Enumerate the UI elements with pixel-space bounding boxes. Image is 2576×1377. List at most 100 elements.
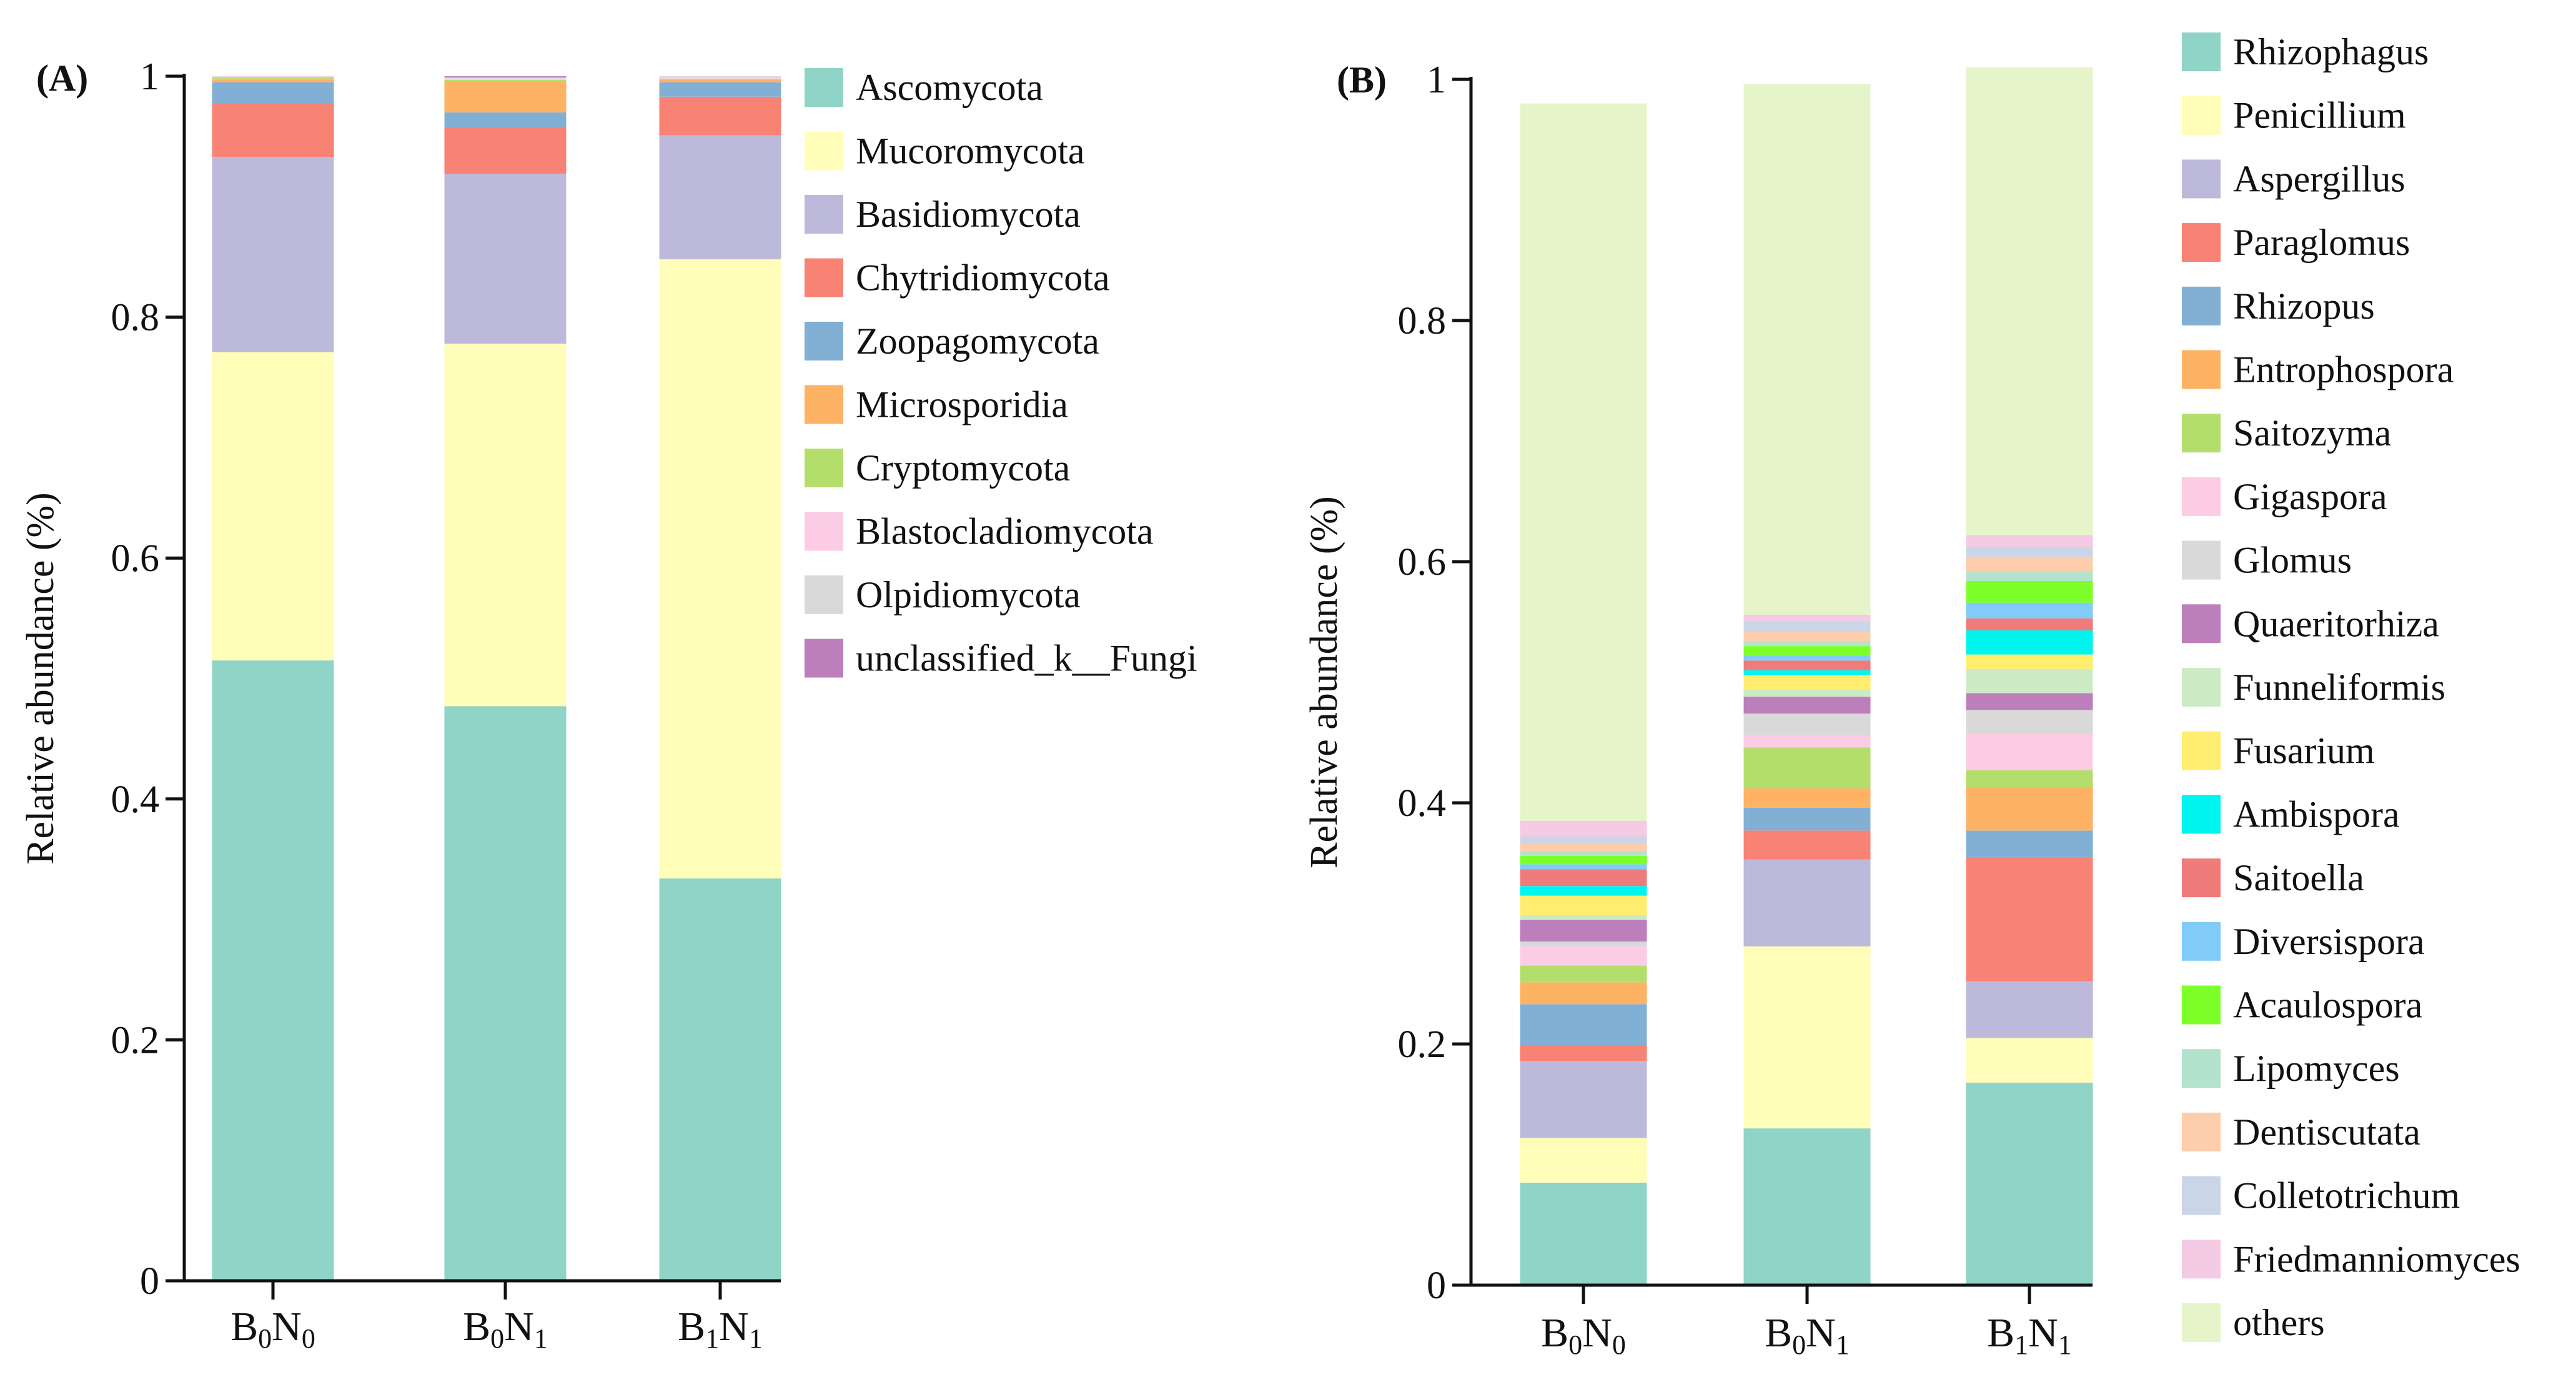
legend-label: Quaeritorhiza [2233,603,2439,644]
bar-segment [1966,830,2093,857]
legend-label: Glomus [2233,540,2352,581]
legend-label: Funneliformis [2233,667,2445,708]
x-category-part: 0 [1792,1330,1806,1360]
bar-segment [1743,675,1871,690]
bar-segment [444,706,567,1281]
bar-segment [659,77,781,79]
bar-segment [659,76,781,77]
y-tick-label: 0 [140,1260,159,1303]
legend-swatch [805,195,843,234]
legend-swatch [2182,1112,2221,1151]
x-category-part: N [719,1304,749,1350]
bar-segment [444,77,567,79]
bar-segment [1743,84,1871,615]
legend-swatch [2182,1303,2221,1342]
bar-segment [1520,855,1647,865]
bar-segment [444,112,567,127]
x-category-label: B0N1 [1765,1310,1850,1360]
bar-segment [1520,895,1647,915]
bar-segment [1966,693,2093,710]
x-category-part: N [272,1304,302,1350]
x-category-part: N [2028,1310,2058,1356]
legend-swatch [805,385,843,424]
bar-segment [212,157,334,352]
bar-segment [1743,807,1871,831]
legend-label: Olpidiomycota [856,574,1081,615]
bar-segment [1520,1004,1647,1045]
bar-segment [1966,710,2093,734]
bar-segment [1520,851,1647,856]
bar-segment [1743,670,1871,675]
legend-label: Rhizopus [2233,286,2375,327]
bar-segment [1520,869,1647,887]
bar-segment [659,82,781,97]
bar-segment [1966,787,2093,831]
bar-segment [1520,946,1647,966]
bar-segment [659,878,781,1281]
bar-segment [1520,1182,1647,1285]
bar-segment [1966,630,2093,655]
legend-swatch [2182,477,2221,516]
legend-label: Mucoromycota [856,131,1085,172]
x-category-part: B [678,1304,705,1350]
legend-label: Dentiscutata [2233,1111,2420,1153]
chart-panel-b: (B)Relative abundance (%)00.20.40.60.81B… [1303,31,2520,1360]
bar-segment [444,344,567,707]
legend-label: Microsporidia [856,384,1068,425]
legend-swatch [2182,350,2221,389]
x-category-part: 1 [534,1323,548,1354]
x-category-part: 1 [2014,1330,2028,1360]
legend-swatch [2182,795,2221,834]
bar-segment [659,79,781,82]
bar-segment [212,79,334,82]
legend-swatch [2182,414,2221,453]
legend-label: Cryptomycota [856,447,1070,489]
legend-label: Paraglomus [2233,222,2410,263]
bar-segment [1966,580,2093,603]
bar-segment [444,78,567,80]
bar-segment [1520,103,1647,821]
bar-segment [212,104,334,157]
legend-swatch [2182,96,2221,135]
bar-segment [1743,946,1871,1129]
legend-label: Ambispora [2233,793,2400,835]
bar-segment [444,174,567,344]
x-category-part: N [1806,1310,1836,1356]
bar-segment [1966,67,2093,535]
y-tick-label: 0.4 [111,778,160,821]
x-category-part: N [504,1304,534,1350]
bar-segment [659,78,781,80]
bar-segment [1520,820,1647,837]
bar-segment [1520,965,1647,983]
x-category-part: 0 [302,1323,315,1354]
bar-segment [1743,788,1871,808]
bar-segment [1520,843,1647,852]
bar-segment [1520,1061,1647,1138]
bar-segment [1966,857,2093,982]
legend-label: Lipomyces [2233,1048,2400,1089]
legend-swatch [2182,1176,2221,1215]
legend-label: others [2233,1302,2325,1343]
legend-swatch [2182,1240,2221,1279]
bar-segment [1743,1128,1871,1285]
bar-segment [1743,735,1871,748]
bar-segment [1743,747,1871,788]
y-tick-label: 0.6 [111,537,160,580]
bar-segment [1743,859,1871,947]
bar-segment [659,135,781,260]
x-category-part: B [1987,1310,2014,1356]
legend-label: Fusarium [2233,730,2375,772]
legend-label: Entrophospora [2233,349,2454,390]
panel-label: (A) [36,57,88,99]
x-category-part: 0 [1568,1330,1582,1360]
y-tick-label: 0.2 [1398,1023,1447,1066]
legend-swatch [805,639,843,678]
x-category-part: B [230,1304,258,1350]
x-category-label: B0N1 [463,1304,548,1354]
x-category-label: B1N1 [678,1304,763,1354]
bar-segment [1743,830,1871,860]
legend-swatch [805,575,843,614]
bar-segment [212,82,334,104]
bar-segment [1520,941,1647,947]
